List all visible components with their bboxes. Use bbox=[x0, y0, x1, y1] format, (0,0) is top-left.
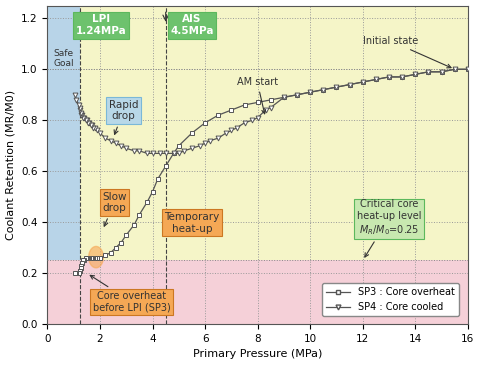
SP3 : Core overheat: (16, 1): Core overheat: (16, 1) bbox=[465, 67, 471, 72]
X-axis label: Primary Pressure (MPa): Primary Pressure (MPa) bbox=[193, 349, 323, 360]
SP3 : Core overheat: (1.05, 0.2): Core overheat: (1.05, 0.2) bbox=[72, 271, 78, 275]
SP3 : Core overheat: (1.2, 0.2): Core overheat: (1.2, 0.2) bbox=[76, 271, 82, 275]
Text: Critical core
heat-up level
$M_R$/$M_0$=0.25: Critical core heat-up level $M_R$/$M_0$=… bbox=[357, 199, 421, 257]
SP4 : Core cooled: (5, 0.67): Core cooled: (5, 0.67) bbox=[176, 151, 182, 155]
SP3 : Core overheat: (13, 0.97): Core overheat: (13, 0.97) bbox=[386, 75, 392, 79]
SP4 : Core cooled: (16, 1): Core cooled: (16, 1) bbox=[465, 67, 471, 72]
SP4 : Core cooled: (13.5, 0.97): Core cooled: (13.5, 0.97) bbox=[399, 75, 405, 79]
Text: Core overheat
before LPI (SP3): Core overheat before LPI (SP3) bbox=[90, 275, 170, 313]
Text: Safe
Goal: Safe Goal bbox=[53, 49, 74, 68]
Text: Rapid
drop: Rapid drop bbox=[109, 100, 138, 134]
Text: Slow
drop: Slow drop bbox=[102, 192, 127, 226]
SP3 : Core overheat: (1.1, 0.2): Core overheat: (1.1, 0.2) bbox=[73, 271, 79, 275]
SP4 : Core cooled: (8.3, 0.84): Core cooled: (8.3, 0.84) bbox=[263, 108, 268, 112]
SP3 : Core overheat: (6, 0.79): Core overheat: (6, 0.79) bbox=[202, 120, 208, 125]
Text: Temporary
heat-up: Temporary heat-up bbox=[164, 212, 219, 234]
Text: AM start: AM start bbox=[237, 77, 278, 114]
Polygon shape bbox=[89, 246, 103, 268]
Bar bbox=[48, 261, 468, 324]
Y-axis label: Coolant Retention (MR/M0): Coolant Retention (MR/M0) bbox=[6, 90, 15, 240]
SP3 : Core overheat: (9.5, 0.9): Core overheat: (9.5, 0.9) bbox=[294, 93, 300, 97]
SP4 : Core cooled: (2.8, 0.7): Core cooled: (2.8, 0.7) bbox=[118, 143, 124, 148]
SP3 : Core overheat: (11, 0.93): Core overheat: (11, 0.93) bbox=[334, 85, 339, 89]
SP4 : Core cooled: (1.3, 0.82): Core cooled: (1.3, 0.82) bbox=[79, 113, 84, 118]
Bar bbox=[48, 5, 80, 324]
Line: SP4 : Core cooled: SP4 : Core cooled bbox=[72, 67, 470, 156]
SP4 : Core cooled: (4.5, 0.67): Core cooled: (4.5, 0.67) bbox=[163, 151, 168, 155]
SP4 : Core cooled: (10, 0.91): Core cooled: (10, 0.91) bbox=[307, 90, 313, 95]
SP4 : Core cooled: (1.05, 0.9): Core cooled: (1.05, 0.9) bbox=[72, 93, 78, 97]
Legend: SP3 : Core overheat, SP4 : Core cooled: SP3 : Core overheat, SP4 : Core cooled bbox=[322, 284, 459, 316]
Text: LPI
1.24MPa: LPI 1.24MPa bbox=[76, 15, 127, 36]
Text: AIS
4.5MPa: AIS 4.5MPa bbox=[170, 15, 214, 36]
Line: SP3 : Core overheat: SP3 : Core overheat bbox=[72, 67, 470, 276]
Text: Initial state: Initial state bbox=[363, 36, 451, 68]
SP3 : Core overheat: (1.28, 0.23): Core overheat: (1.28, 0.23) bbox=[78, 264, 84, 268]
